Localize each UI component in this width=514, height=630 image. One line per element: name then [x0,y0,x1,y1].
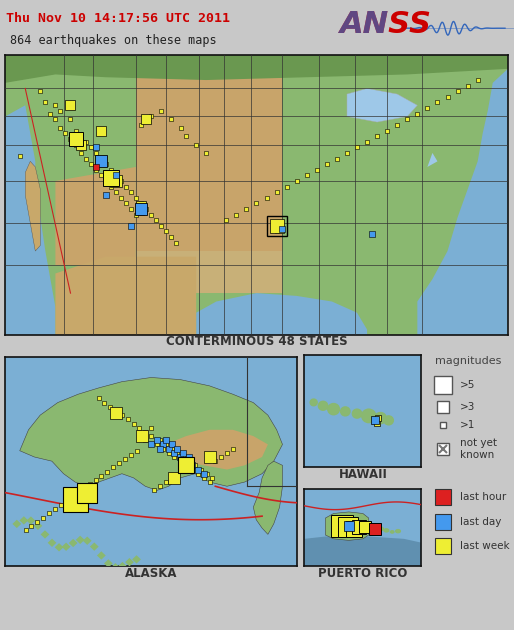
Polygon shape [136,69,282,256]
Polygon shape [62,542,70,551]
Polygon shape [41,530,49,539]
Text: >3: >3 [460,402,475,412]
Polygon shape [5,105,56,335]
Polygon shape [27,517,35,525]
Polygon shape [111,563,120,571]
Text: HAWAII: HAWAII [338,468,388,481]
Text: PUERTO RICO: PUERTO RICO [318,567,408,580]
Text: >5: >5 [460,380,475,390]
Text: AN: AN [340,10,389,39]
Text: 864 earthquakes on these maps: 864 earthquakes on these maps [10,34,216,47]
Text: >1: >1 [460,420,475,430]
Polygon shape [83,537,91,545]
Circle shape [328,404,339,415]
Polygon shape [97,551,106,559]
Text: last hour: last hour [460,493,506,502]
Polygon shape [104,559,113,568]
Polygon shape [304,537,421,566]
Polygon shape [136,251,282,293]
Circle shape [384,416,393,425]
Polygon shape [166,430,268,469]
Polygon shape [196,293,367,335]
Polygon shape [118,562,127,570]
Polygon shape [20,516,28,525]
Polygon shape [125,558,134,566]
Polygon shape [253,461,283,534]
Text: not yet
known: not yet known [460,438,497,460]
Circle shape [391,530,394,533]
Polygon shape [132,555,141,564]
Text: last week: last week [460,541,509,551]
Polygon shape [69,539,78,547]
Circle shape [384,529,389,532]
Polygon shape [12,520,21,528]
Text: magnitudes: magnitudes [435,357,501,366]
Polygon shape [48,539,57,547]
Text: last day: last day [460,517,501,527]
Polygon shape [56,167,136,265]
Polygon shape [417,69,508,335]
Polygon shape [25,161,40,251]
Text: Thu Nov 10 14:17:56 UTC 2011: Thu Nov 10 14:17:56 UTC 2011 [6,12,230,25]
Text: ANSS: ANSS [340,10,432,39]
Polygon shape [76,536,85,544]
Polygon shape [5,55,508,335]
Circle shape [352,409,362,418]
Polygon shape [33,522,42,530]
Circle shape [371,525,378,530]
Circle shape [310,399,317,406]
Polygon shape [347,88,417,122]
Text: CONTERMINOUS 48 STATES: CONTERMINOUS 48 STATES [166,335,347,348]
Polygon shape [325,512,369,541]
Polygon shape [20,377,283,490]
Polygon shape [5,55,508,83]
Polygon shape [90,542,99,551]
Circle shape [396,530,400,533]
Circle shape [362,409,376,423]
Polygon shape [428,153,437,167]
Circle shape [377,527,383,530]
Circle shape [318,401,328,410]
Circle shape [341,407,350,416]
Text: ALASKA: ALASKA [125,567,177,580]
Polygon shape [54,543,63,551]
Polygon shape [56,256,196,335]
Circle shape [375,413,387,424]
